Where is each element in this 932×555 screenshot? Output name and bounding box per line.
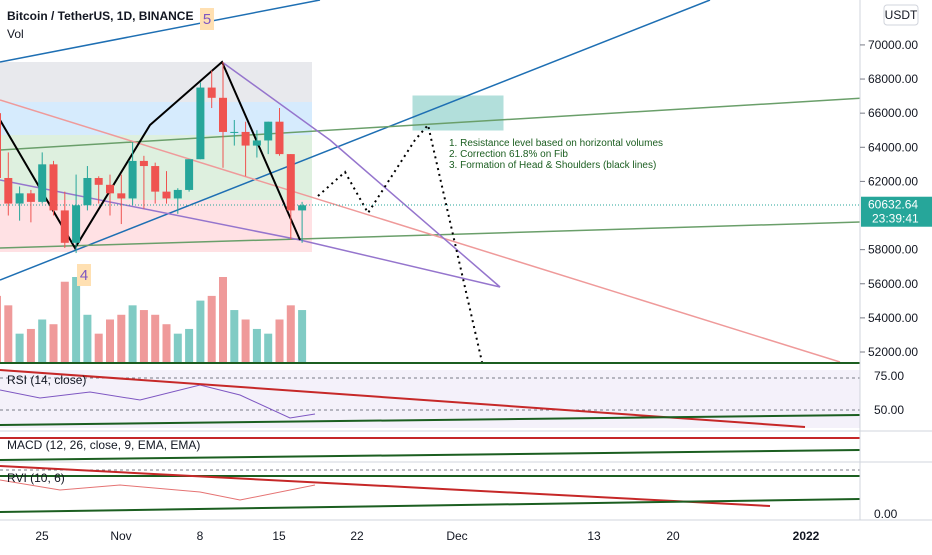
price-label: 62000.00 bbox=[868, 174, 918, 188]
volume-label: Vol bbox=[7, 27, 24, 41]
candle-body bbox=[185, 159, 194, 190]
price-label: 66000.00 bbox=[868, 106, 918, 120]
candle-body bbox=[298, 205, 307, 211]
annotation: 1. Resistance level based on horizontal … bbox=[449, 138, 663, 149]
volume-bar bbox=[4, 305, 13, 362]
candle-body bbox=[94, 177, 103, 185]
rsi-tick: 75.00 bbox=[874, 369, 904, 383]
price-label: 54000.00 bbox=[868, 311, 918, 325]
candle-body bbox=[83, 177, 92, 206]
candle-body bbox=[252, 140, 261, 146]
wave-label: 4 bbox=[80, 267, 88, 284]
rvi-label: RVI (10, 6) bbox=[7, 471, 65, 485]
candle-body bbox=[26, 193, 35, 202]
volume-bar bbox=[173, 333, 182, 362]
candle-body bbox=[162, 191, 171, 199]
price-label: 56000.00 bbox=[868, 277, 918, 291]
candle-body bbox=[207, 87, 216, 98]
candle-body bbox=[151, 166, 160, 192]
volume-bar bbox=[264, 333, 273, 362]
rvi-tick: 0.00 bbox=[874, 507, 898, 521]
price-label: 52000.00 bbox=[868, 345, 918, 359]
last-price: 60632.64 bbox=[868, 198, 918, 212]
volume-bar bbox=[241, 319, 250, 362]
symbol-title: Bitcoin / TetherUS, 1D, BINANCE bbox=[7, 9, 193, 23]
price-label: 70000.00 bbox=[868, 38, 918, 52]
countdown: 23:39:41 bbox=[872, 212, 919, 226]
candle-body bbox=[139, 160, 148, 167]
candle-body bbox=[49, 164, 58, 211]
candle-body bbox=[264, 121, 273, 141]
annotation: 2. Correction 61.8% on Fib bbox=[449, 149, 568, 160]
macd-label: MACD (12, 26, close, 9, EMA, EMA) bbox=[7, 438, 200, 452]
volume-bar bbox=[38, 319, 47, 362]
volume-bar bbox=[185, 328, 194, 362]
volume-bar bbox=[139, 310, 148, 362]
currency[interactable]: USDT bbox=[885, 8, 918, 22]
date-label: 20 bbox=[666, 529, 680, 543]
volume-bar bbox=[252, 328, 261, 362]
volume-bar bbox=[196, 300, 205, 362]
volume-bar bbox=[26, 328, 35, 362]
candle-body bbox=[4, 177, 13, 204]
volume-bar bbox=[94, 333, 103, 362]
last-price-box bbox=[861, 196, 932, 227]
volume-bar bbox=[219, 277, 227, 362]
volume-bar bbox=[15, 333, 24, 362]
date-label: 2022 bbox=[793, 529, 820, 543]
candle-body bbox=[128, 160, 137, 199]
candle-body bbox=[286, 154, 295, 211]
volume-bar bbox=[230, 310, 239, 362]
wave-label: 5 bbox=[203, 11, 211, 28]
annotation: 3. Formation of Head & Shoulders (black … bbox=[449, 160, 656, 171]
rsi-tick: 50.00 bbox=[874, 403, 904, 417]
candle-body bbox=[117, 193, 126, 199]
date-label: 22 bbox=[350, 529, 364, 543]
candle-body bbox=[219, 97, 227, 132]
date-label: Dec bbox=[446, 529, 467, 543]
candle-body bbox=[106, 184, 114, 194]
candle-body bbox=[173, 189, 182, 199]
volume-bar bbox=[49, 324, 58, 362]
volume-bar bbox=[286, 305, 295, 362]
volume-bar bbox=[60, 281, 69, 362]
date-label: 25 bbox=[35, 529, 49, 543]
date-label: Nov bbox=[110, 529, 131, 543]
candle-body bbox=[60, 210, 69, 243]
volume-bar bbox=[117, 314, 126, 362]
rsi-label: RSI (14, close) bbox=[7, 373, 86, 387]
candle-body bbox=[15, 193, 24, 204]
volume-bar bbox=[106, 319, 114, 362]
price-label: 58000.00 bbox=[868, 243, 918, 257]
volume-bar bbox=[83, 314, 92, 362]
volume-bar bbox=[0, 295, 1, 362]
candle-body bbox=[241, 131, 250, 146]
volume-bar bbox=[298, 310, 307, 362]
volume-bar bbox=[72, 277, 81, 362]
candle-body bbox=[38, 164, 47, 202]
price-label: 68000.00 bbox=[868, 72, 918, 86]
volume-bar bbox=[162, 324, 171, 362]
candle-body bbox=[275, 121, 284, 155]
price-label: 64000.00 bbox=[868, 140, 918, 154]
candle-body bbox=[0, 113, 1, 178]
volume-bar bbox=[275, 319, 284, 362]
date-label: 15 bbox=[272, 529, 286, 543]
candle-body bbox=[230, 131, 239, 133]
volume-bar bbox=[207, 295, 216, 362]
date-label: 13 bbox=[587, 529, 601, 543]
candles bbox=[0, 61, 307, 362]
volume-bar bbox=[128, 305, 137, 362]
volume-bar bbox=[151, 314, 160, 362]
candle-body bbox=[72, 205, 81, 243]
drawings bbox=[0, 0, 860, 362]
candle-body bbox=[196, 87, 205, 160]
date-label: 8 bbox=[197, 529, 204, 543]
